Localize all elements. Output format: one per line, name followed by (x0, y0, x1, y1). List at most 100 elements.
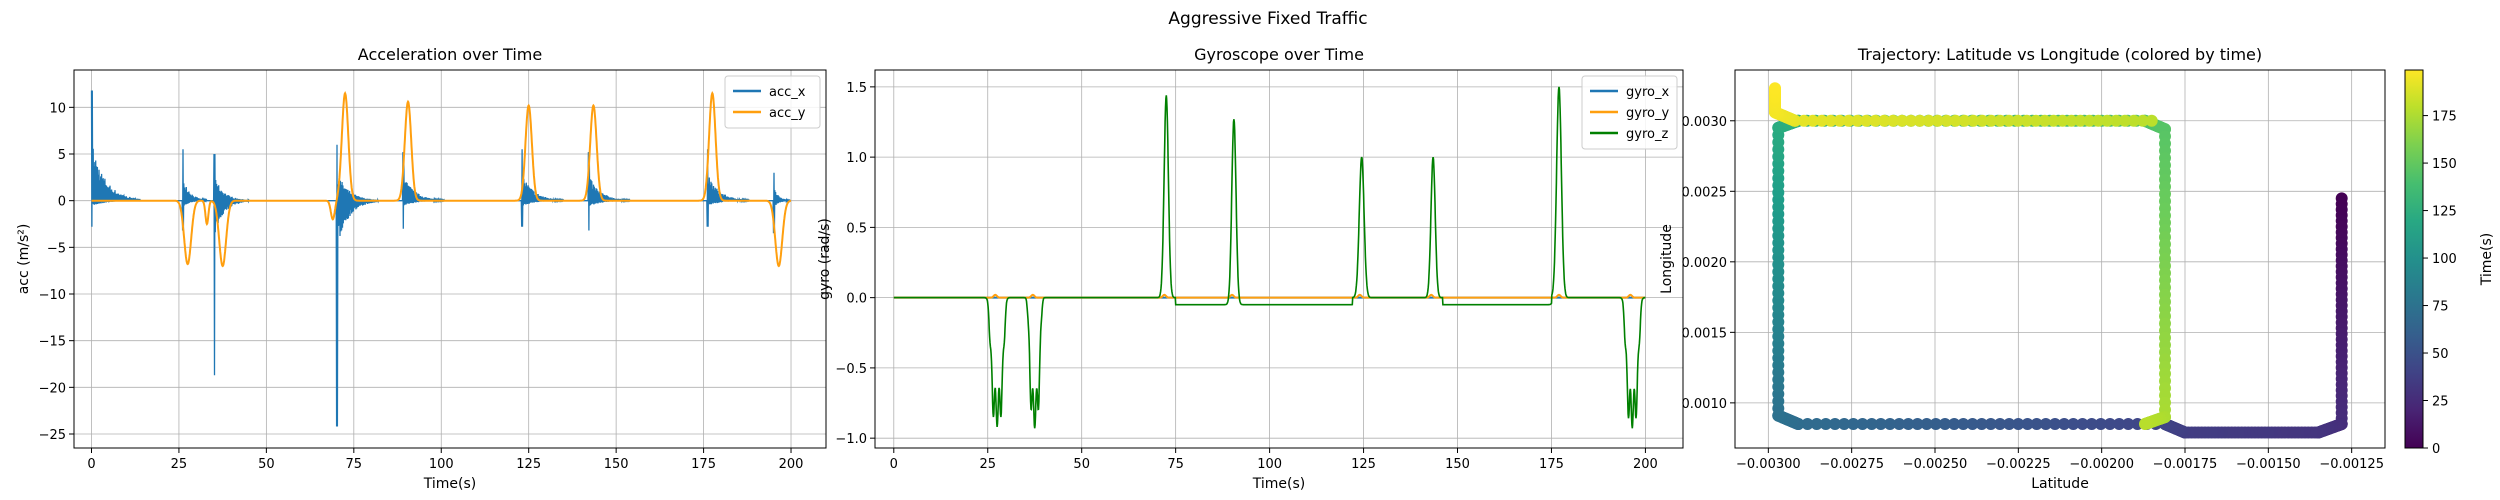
trajectory-point (1911, 418, 1924, 430)
trajectory-panel: −0.00300 −0.00275 −0.00250 −0.00225 −0.00200… (1659, 45, 2386, 492)
trajectory-point (2083, 114, 2096, 127)
y-tick-label: −15 (39, 335, 66, 350)
trajectory-point (1893, 418, 1906, 430)
y-tick-label: 0.0 (846, 292, 867, 307)
trajectory-point (1922, 114, 1935, 127)
colorbar-label: Time(s) (2479, 233, 2495, 286)
trajectory-point (1957, 418, 1970, 430)
trajectory-point (1824, 114, 1837, 127)
trajectory-point (1948, 418, 1961, 430)
y-tick-label: 0.5 (846, 221, 867, 236)
trajectory-point (2020, 114, 2033, 127)
colorbar-tick-label: 100 (2432, 252, 2457, 267)
trajectory-point (1967, 114, 1980, 127)
trajectory-point (2145, 114, 2158, 127)
x-tick-label: −0.00275 (1819, 457, 1884, 472)
x-tick-label: 200 (1633, 457, 1658, 472)
trajectory-point (1985, 114, 1998, 127)
panel-title: Acceleration over Time (358, 45, 542, 64)
y-tick-label: −20 (39, 381, 66, 396)
trajectory-point (2038, 114, 2051, 127)
y-tick-label: 5 (58, 148, 66, 163)
y-axis-label: acc (m/s²) (16, 224, 32, 295)
trajectory-point (2101, 114, 2114, 127)
x-axis-label: Time(s) (1252, 476, 1305, 492)
trajectory-point (1769, 82, 1781, 95)
trajectory-point (2047, 114, 2060, 127)
trajectory-point (1851, 114, 1864, 127)
trajectory-point (1984, 418, 1997, 430)
panel-title: Gyroscope over Time (1194, 45, 1364, 64)
x-tick-label: 75 (346, 457, 363, 472)
trajectory-point (2092, 114, 2105, 127)
trajectory-point (1829, 418, 1841, 430)
trajectory-point (2058, 418, 2071, 430)
trajectory-point (1966, 418, 1979, 430)
legend-box (724, 75, 821, 129)
acceleration-panel: 0 25 50 75 100 125 150 175 200 −25 −20 −15 −10 −5 0 5 10… (16, 45, 827, 492)
trajectory-point (2094, 418, 2107, 430)
y-tick-label: 1.5 (846, 81, 867, 96)
trajectory-point (2067, 418, 2080, 430)
x-tick-label: 175 (1539, 457, 1564, 472)
trajectory-point (1940, 114, 1953, 127)
colorbar-tick-label: 175 (2432, 110, 2457, 125)
trajectory-point (1975, 418, 1988, 430)
series-line-gyro_z (893, 86, 1646, 429)
x-tick-label: −0.00225 (1986, 457, 2051, 472)
trajectory-point (2030, 418, 2043, 430)
trajectory-point (1976, 114, 1989, 127)
trajectory-point (2056, 114, 2069, 127)
x-tick-label: 200 (779, 457, 804, 472)
trajectory-point (1847, 418, 1860, 430)
trajectory-point (1878, 114, 1891, 127)
trajectory-point (2139, 418, 2151, 430)
colorbar-tick-label: 25 (2432, 395, 2449, 410)
trajectory-point (2021, 418, 2034, 430)
x-tick-label: 50 (1073, 457, 1090, 472)
figure-suptitle: Aggressive Fixed Traffic (1168, 9, 1367, 29)
trajectory-point (2110, 114, 2122, 127)
y-tick-label: 0.0020 (1682, 256, 1728, 271)
x-tick-label: 0 (890, 457, 898, 472)
trajectory-point (1939, 418, 1951, 430)
trajectory-point (2065, 114, 2078, 127)
trajectory-point (1865, 418, 1878, 430)
trajectory-point (2039, 418, 2052, 430)
y-tick-label: −25 (39, 428, 66, 443)
trajectory-point (1929, 418, 1942, 430)
trajectory-point (1797, 114, 1810, 127)
colorbar-tick-label: 75 (2432, 300, 2449, 315)
x-tick-label: 25 (979, 457, 996, 472)
legend-label: acc_x (769, 85, 806, 100)
x-tick-label: 175 (691, 457, 716, 472)
trajectory-point (2127, 114, 2140, 127)
colorbar-gradient (2404, 69, 2424, 449)
trajectory-point (2122, 418, 2135, 430)
trajectory-point (2113, 418, 2126, 430)
gyroscope-panel: 0 25 50 75 100 125 150 175 200 −1.0 −0.5 0.0 0.5 1.0 1… (817, 45, 1684, 492)
y-tick-label: 0.0010 (1682, 397, 1728, 412)
legend-label: gyro_z (1626, 127, 1668, 142)
trajectory-point (1806, 114, 1819, 127)
x-tick-label: 150 (604, 457, 629, 472)
trajectory-point (1856, 418, 1869, 430)
trajectory-point (1801, 418, 1814, 430)
trajectory-point (2104, 418, 2116, 430)
trajectory-point (1869, 114, 1882, 127)
y-tick-label: −0.5 (835, 362, 867, 377)
axes-frame (874, 69, 1684, 449)
x-tick-label: 25 (171, 457, 188, 472)
trajectory-point (2012, 418, 2025, 430)
x-tick-label: −0.00175 (2153, 457, 2218, 472)
trajectory-point (1958, 114, 1971, 127)
trajectory-point (1994, 114, 2007, 127)
trajectory-point (2076, 418, 2089, 430)
x-axis-label: Latitude (2031, 476, 2089, 492)
trajectory-point (1842, 114, 1855, 127)
y-tick-label: 0 (58, 195, 66, 210)
legend-label: acc_y (769, 106, 806, 121)
x-axis-label: Time(s) (423, 476, 476, 492)
y-tick-label: 0.0025 (1682, 185, 1728, 200)
